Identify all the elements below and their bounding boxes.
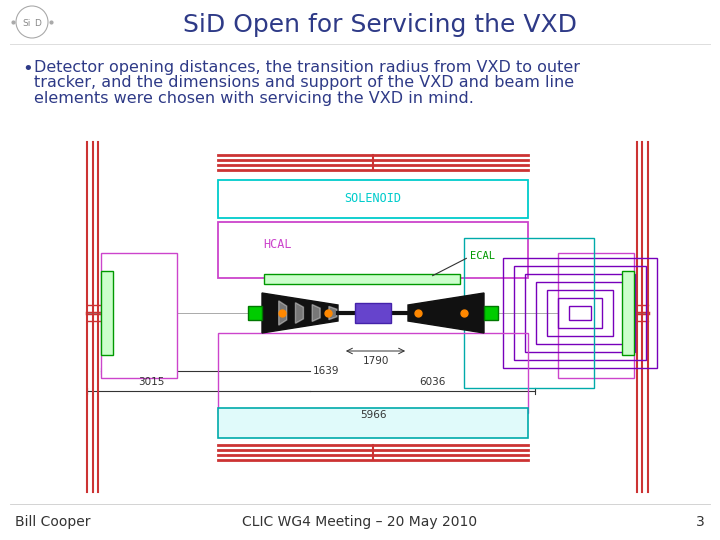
Bar <box>569 306 591 320</box>
Text: 3015: 3015 <box>138 377 164 387</box>
Polygon shape <box>329 306 337 320</box>
Bar <box>248 306 262 320</box>
Bar <box>355 303 391 323</box>
Bar <box>264 274 460 284</box>
Bar <box>558 298 602 328</box>
Bar <box>218 408 528 438</box>
Bar <box>622 271 634 355</box>
Bar <box>218 333 528 413</box>
Text: Detector opening distances, the transition radius from VXD to outer: Detector opening distances, the transiti… <box>34 60 580 75</box>
Bar <box>525 274 635 352</box>
Polygon shape <box>408 293 484 333</box>
Text: Bill Cooper: Bill Cooper <box>15 515 91 529</box>
Bar <box>218 180 528 218</box>
Text: SiD Open for Servicing the VXD: SiD Open for Servicing the VXD <box>183 13 577 37</box>
Text: D: D <box>34 18 41 28</box>
Text: 5966: 5966 <box>360 410 387 420</box>
Text: 1790: 1790 <box>362 356 389 366</box>
Text: 6036: 6036 <box>419 377 446 387</box>
Bar <box>484 306 498 320</box>
Polygon shape <box>279 301 287 325</box>
Text: Si: Si <box>22 18 31 28</box>
Text: tracker, and the dimensions and support of the VXD and beam line: tracker, and the dimensions and support … <box>34 76 574 91</box>
Polygon shape <box>312 305 320 321</box>
Polygon shape <box>262 293 338 333</box>
Bar <box>558 253 634 378</box>
Text: HCAL: HCAL <box>263 238 292 251</box>
Text: ECAL: ECAL <box>470 251 495 261</box>
Bar <box>101 271 113 355</box>
Bar <box>464 238 594 388</box>
Text: 3: 3 <box>696 515 705 529</box>
Text: •: • <box>22 60 32 78</box>
Polygon shape <box>295 303 303 323</box>
Bar <box>536 282 624 344</box>
Bar <box>218 222 528 278</box>
Text: SOLENOID: SOLENOID <box>344 192 402 206</box>
Text: elements were chosen with servicing the VXD in mind.: elements were chosen with servicing the … <box>34 91 474 106</box>
Text: 1639: 1639 <box>313 366 340 376</box>
Bar <box>514 266 646 360</box>
Bar <box>101 253 177 378</box>
Text: CLIC WG4 Meeting – 20 May 2010: CLIC WG4 Meeting – 20 May 2010 <box>243 515 477 529</box>
Bar <box>503 258 657 368</box>
Bar <box>547 290 613 336</box>
